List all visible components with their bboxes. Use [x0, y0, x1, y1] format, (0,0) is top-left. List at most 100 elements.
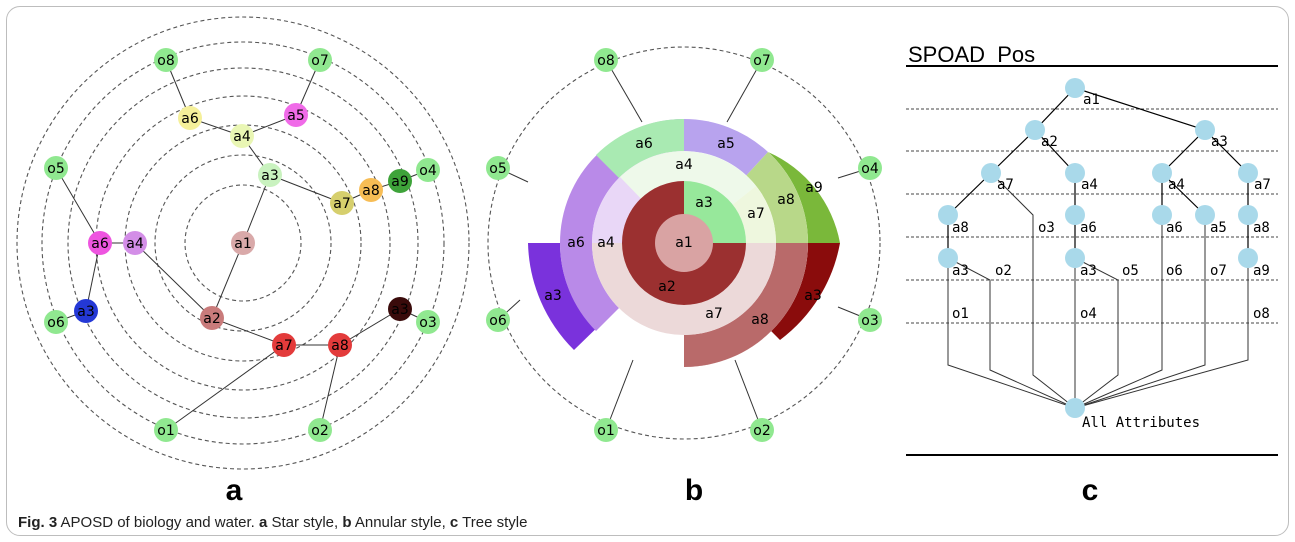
tree-node-a9	[1238, 248, 1258, 268]
star-node-a6-pink	[88, 231, 112, 255]
star-node-o4-label: o4	[419, 163, 437, 179]
star-node-o7	[308, 48, 332, 72]
star-node-a1-label: a1	[234, 236, 252, 252]
tree-node-a2	[1025, 120, 1045, 140]
annular-label-a4: a4	[675, 157, 693, 173]
annular-node-o7	[750, 48, 774, 72]
caption-a-letter: a	[258, 514, 268, 531]
annular-node-o6	[486, 308, 510, 332]
tree-label-a2: a2	[1041, 134, 1058, 150]
star-node-a7-red-label: a7	[275, 338, 293, 354]
annular-label-a7-bottom: a7	[705, 306, 723, 322]
annular-diagram: a1 a2 a3 a4 a5 a6 a7 a8 a9 a4 a6 a3 a7 a…	[486, 46, 882, 507]
tree-label-all-attributes: All Attributes	[1082, 415, 1200, 431]
tree-node-a6-right	[1152, 205, 1172, 225]
tree-node-a5	[1195, 205, 1215, 225]
star-node-o8-label: o8	[157, 53, 174, 69]
star-ring-7	[16, 16, 470, 470]
star-node-o5	[44, 156, 68, 180]
caption-a-text: Star style,	[271, 514, 339, 531]
annular-label-a6: a6	[635, 136, 653, 152]
star-ring-2	[154, 154, 332, 332]
annular-label-a3-right: a3	[804, 288, 822, 304]
tree-label-a9: a9	[1253, 263, 1270, 279]
star-node-a9-label: a9	[391, 174, 409, 190]
tree-node-a4-right	[1152, 163, 1172, 183]
star-node-a1	[231, 231, 255, 255]
annular-node-o4-label: o4	[861, 161, 879, 177]
star-ring-6	[41, 41, 445, 445]
star-node-a7	[330, 191, 354, 215]
annular-node-o4	[858, 156, 882, 180]
annular-label-a9: a9	[805, 180, 823, 196]
star-ring-1	[184, 184, 302, 302]
star-node-a6-label: a6	[181, 111, 199, 127]
tree-label-a8: a8	[952, 220, 969, 236]
annular-node-o5	[486, 156, 510, 180]
tree-level-lines	[906, 108, 1278, 324]
star-node-a6-pink-label: a6	[91, 236, 109, 252]
annular-node-o7-label: o7	[753, 53, 770, 69]
tree-label-a1: a1	[1083, 92, 1100, 108]
annular-node-o3-label: o3	[861, 313, 878, 329]
tree-label-o7: o7	[1210, 263, 1227, 279]
tree-title: SPOAD_Pos	[908, 42, 1035, 67]
star-node-a5-label: a5	[287, 108, 305, 124]
tree-label-a3-mid: a3	[1080, 263, 1097, 279]
tree-nodes	[938, 78, 1258, 418]
tree-node-a3-left	[938, 248, 958, 268]
tree-node-a1	[1065, 78, 1085, 98]
tree-node-a7	[981, 163, 1001, 183]
star-node-a4-label: a4	[233, 129, 251, 145]
tree-diagram: SPOAD_Pos	[906, 42, 1278, 507]
tree-label-o4: o4	[1080, 306, 1097, 322]
tree-label-a6: a6	[1080, 220, 1097, 236]
annular-wedges	[528, 118, 840, 367]
annular-label-a3-left: a3	[544, 288, 562, 304]
tree-label-a5: a5	[1210, 220, 1227, 236]
tree-label-a4-right: a4	[1168, 177, 1185, 193]
tree-bundle-lines	[947, 172, 1249, 409]
panel-label-b: b	[685, 474, 703, 507]
tree-node-a3-mid	[1065, 248, 1085, 268]
caption-fig: Fig. 3	[18, 514, 58, 531]
annular-outer-nodes: o1 o2 o3 o4 o5 o6 o7 o8	[486, 48, 882, 442]
tree-node-a8	[938, 205, 958, 225]
annular-label-a1: a1	[675, 235, 693, 251]
annular-node-o1	[594, 418, 618, 442]
tree-node-a3	[1195, 120, 1215, 140]
tree-label-a4: a4	[1081, 177, 1098, 193]
star-node-o3	[416, 310, 440, 334]
tree-label-a7: a7	[997, 177, 1014, 193]
tree-label-a6-right: a6	[1166, 220, 1183, 236]
star-node-a3-dark	[388, 297, 412, 321]
annular-label-a5: a5	[717, 136, 735, 152]
figure-caption: Fig. 3 APOSD of biology and water. a Sta…	[18, 514, 527, 531]
tree-label-o3: o3	[1038, 220, 1055, 236]
tree-label-o8: o8	[1253, 306, 1270, 322]
star-node-o1	[154, 418, 178, 442]
star-node-a6	[178, 106, 202, 130]
star-node-o3-label: o3	[419, 315, 436, 331]
star-node-a9	[388, 169, 412, 193]
star-node-a3-blue-label: a3	[77, 304, 95, 320]
annular-node-o2	[750, 418, 774, 442]
tree-labels: a1 a2 a3 a7 a4 a4 a7 a8 a6 a6 a5 a8 a3 a…	[952, 92, 1271, 431]
annular-label-a4-left: a4	[597, 235, 615, 251]
figure-frame	[6, 6, 1289, 536]
star-node-a4-purple	[123, 231, 147, 255]
annular-label-a2: a2	[658, 279, 676, 295]
star-node-a2	[200, 306, 224, 330]
star-diagram: a1 a2 a3 a4 a5 a6 a7 a8 a9 a7 a8 a3 a6	[16, 16, 470, 507]
annular-label-a3: a3	[695, 195, 713, 211]
star-node-o7-label: o7	[311, 53, 328, 69]
tree-node-all-attributes	[1065, 398, 1085, 418]
star-node-o6	[44, 310, 68, 334]
annular-node-o1-label: o1	[597, 423, 614, 439]
star-node-o1-label: o1	[157, 423, 174, 439]
annular-label-a8-bottom: a8	[751, 312, 769, 328]
star-node-a7-label: a7	[333, 196, 351, 212]
star-node-a7-red	[272, 333, 296, 357]
panel-label-a: a	[226, 474, 243, 507]
